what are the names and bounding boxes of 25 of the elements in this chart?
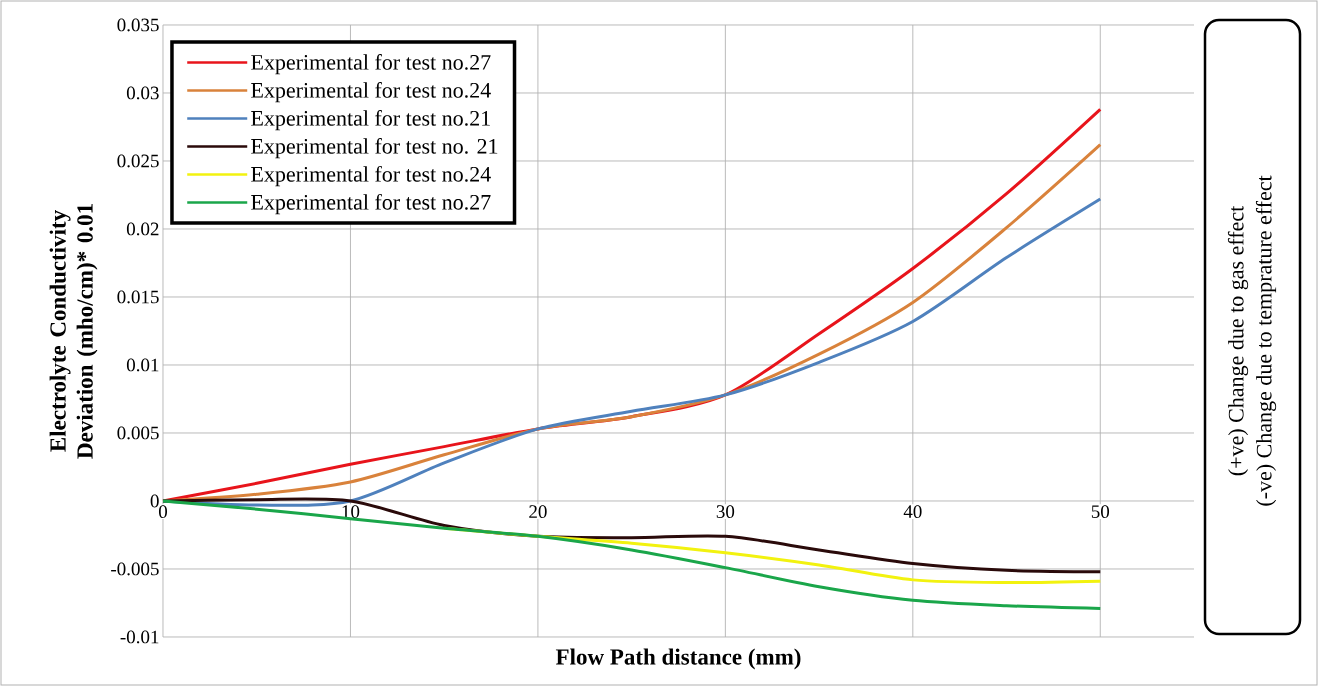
y-tick-label: 0.01 [126,358,159,372]
y-tick-label: 0 [150,494,159,508]
x-tick-label: 20 [529,505,547,519]
x-tick-label: 40 [903,505,922,519]
x-tick-label: 0 [158,505,168,519]
y-tick-label: 0.03 [126,86,159,100]
y-tick-label: 0.005 [117,426,159,440]
y-tick-label: -0.005 [111,562,159,576]
x-tick-label: 30 [716,505,735,519]
y-tick-label: 0.015 [117,290,159,304]
y-tick-label: -0.01 [120,630,159,644]
legend-label: Experimental for test no.24 [251,166,491,187]
legend-label: Experimental for test no.21 [251,110,490,131]
legend-label: Experimental for test no.27 [251,193,491,215]
y-axis-title: Electrolyte Conductivity Deviation (mho/cm)* 0.01 [49,204,98,459]
y-tick-label: 0.02 [126,222,159,236]
x-tick-label: 50 [1091,505,1110,519]
text: (+ve) Change due to gas effect [1227,205,1249,476]
legend-label: Experimental for test no. 21 [251,138,498,159]
y-tick-label: 0.035 [117,18,159,32]
x-axis-title: Flow Path distance (mm) [555,648,801,670]
legend-label: Experimental for test no.27 [251,54,491,75]
y-tick-label: 0.025 [117,154,159,168]
legend-label: Experimental for test no.24 [251,82,491,103]
text: (-ve) Change due to temprature effect [1255,175,1277,506]
